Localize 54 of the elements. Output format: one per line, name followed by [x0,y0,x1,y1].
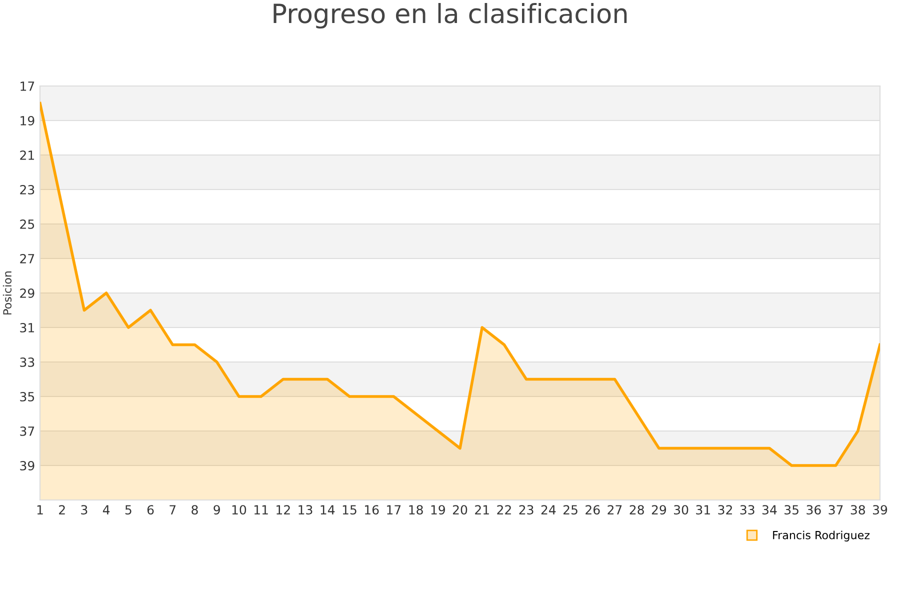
x-tick-label: 19 [431,505,445,515]
x-tick-label: 33 [740,505,754,515]
x-tick-label: 16 [365,505,379,515]
x-tick-label: 3 [81,505,88,515]
x-tick-label: 12 [276,505,290,514]
x-tick-label: 28 [630,505,644,515]
y-tick-label: 33 [20,357,34,367]
x-tick-label: 1 [37,505,43,514]
x-tick-label: 29 [652,505,666,515]
y-tick-label: 31 [20,322,34,332]
x-tick-label: 5 [125,505,132,515]
x-tick-label: 14 [320,505,335,514]
x-tick-label: 24 [541,505,556,514]
x-tick-label: 32 [718,505,732,515]
x-tick-label: 20 [452,505,468,515]
y-tick-label: 17 [20,82,34,91]
x-tick-label: 39 [873,505,888,515]
y-tick-label: 39 [20,460,34,470]
y-tick-label: 19 [20,116,34,126]
x-tick-label: 31 [696,505,710,515]
y-tick-label: 23 [20,184,34,194]
x-tick-label: 18 [409,505,423,515]
x-tick-label: 38 [850,505,865,515]
x-tick-label: 36 [806,505,821,515]
x-tick-label: 2 [59,505,65,514]
y-tick-label: 25 [20,219,34,229]
x-tick-label: 22 [497,505,511,514]
y-tick-label: 29 [20,288,34,298]
x-tick-label: 37 [828,505,843,515]
x-tick-label: 13 [298,505,312,515]
x-tick-label: 4 [102,505,110,514]
chart-title: Progreso en la clasificacion [274,3,627,29]
x-tick-label: 15 [342,505,356,515]
x-tick-label: 11 [254,505,268,514]
x-tick-label: 6 [147,505,154,515]
x-tick-label: 26 [586,505,600,515]
x-tick-label: 10 [232,505,246,515]
y-axis-title: Posicion [2,271,12,314]
y-tick-label: 21 [20,150,34,160]
x-tick-label: 30 [674,505,688,515]
y-tick-label: 27 [20,254,34,264]
x-tick-label: 7 [170,505,176,514]
y-tick-label: 37 [20,426,34,436]
legend-label: Francis Rodriguez [773,530,870,542]
x-tick-label: 17 [387,505,401,514]
x-tick-label: 27 [608,505,622,514]
x-tick-label: 34 [762,505,777,515]
y-tick-label: 35 [20,392,34,402]
x-tick-label: 25 [563,505,578,515]
x-tick-label: 35 [784,505,798,515]
x-tick-label: 21 [475,505,489,514]
x-tick-label: 8 [192,505,198,515]
x-tick-label: 9 [214,505,220,515]
x-tick-label: 23 [519,505,534,515]
